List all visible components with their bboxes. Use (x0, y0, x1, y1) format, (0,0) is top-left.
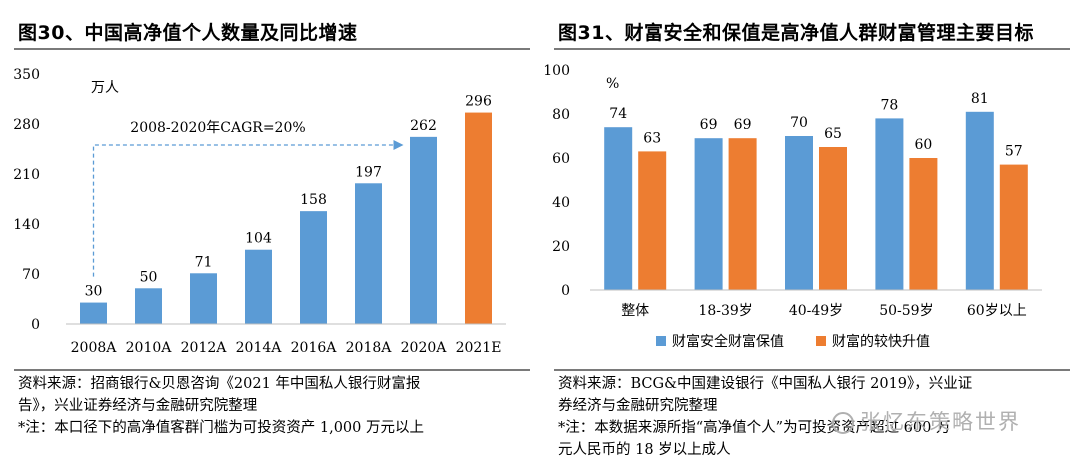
left-bar-value-label-7: 296 (465, 94, 492, 110)
left-y-tick-label-1: 70 (22, 267, 40, 283)
left-cagr-annotation: 2008-2020年CAGR=20% (130, 120, 305, 136)
right-y-tick-label-4: 80 (552, 107, 570, 123)
right-bar-s1-3 (909, 158, 938, 290)
right-y-unit-label: % (606, 76, 619, 92)
right-x-tick-label-2: 40-49岁 (789, 303, 843, 319)
left-x-tick-label-6: 2020A (401, 340, 448, 356)
left-source-line-1: 资料来源：招商银行&贝恩咨询《2021 年中国私人银行财富报 (18, 376, 421, 392)
right-bar-value-label-s0-3: 78 (880, 97, 898, 113)
right-x-tick-label-4: 60岁以上 (967, 303, 1027, 319)
right-bar-value-label-s1-0: 63 (643, 130, 661, 146)
right-y-tick-label-2: 40 (552, 195, 570, 211)
right-bar-s0-3 (875, 118, 904, 291)
right-bar-value-label-s1-2: 65 (824, 126, 842, 142)
right-figure-title: 图31、财富安全和保值是高净值人群财富管理主要目标 (558, 22, 1034, 44)
left-x-tick-label-0: 2008A (71, 340, 118, 356)
right-bar-s1-1 (728, 138, 757, 290)
left-bar-value-label-5: 197 (355, 164, 382, 180)
left-note-line: *注：本口径下的高净值客群门槛为可投资资产 1,000 万元以上 (18, 420, 424, 436)
right-x-tick-label-0: 整体 (621, 303, 649, 319)
left-bar-value-label-4: 158 (300, 192, 327, 208)
left-cagr-arrowhead (393, 140, 404, 150)
left-bar-2012A (190, 273, 217, 324)
right-bar-s0-4 (965, 111, 994, 290)
left-title-rule (14, 48, 530, 50)
right-bar-value-label-s0-0: 74 (609, 106, 627, 122)
right-bar-s0-0 (604, 127, 633, 290)
right-bar-value-label-s0-2: 70 (790, 115, 808, 131)
left-x-tick-label-4: 2016A (291, 340, 338, 356)
left-x-tick-label-2: 2012A (181, 340, 228, 356)
right-legend-swatch-0 (656, 336, 666, 346)
left-source-line-2: 告》，兴业证券经济与金融研究院整理 (18, 398, 258, 414)
left-x-tick-label-1: 2010A (126, 340, 173, 356)
left-x-tick-label-5: 2018A (346, 340, 393, 356)
right-bar-value-label-s0-4: 81 (971, 91, 989, 107)
right-bar-s1-2 (819, 147, 847, 290)
left-bar-2010A (135, 288, 162, 324)
left-bar-2020A (410, 136, 437, 324)
right-figure-panel: 图31、财富安全和保值是高净值人群财富管理主要目标 0 20 40 60 80 100% 7… (540, 0, 1080, 475)
left-y-tick-label-5: 350 (13, 67, 40, 83)
right-bar-value-label-s1-3: 60 (914, 137, 932, 153)
right-y-tick-label-3: 60 (552, 151, 570, 167)
left-figure-title: 图30、中国高净值个人数量及同比增速 (18, 22, 358, 44)
right-bar-s0-2 (785, 136, 813, 290)
right-source-line-1: 资料来源：BCG&中国建设银行《中国私人银行 2019》，兴业证 (558, 376, 973, 392)
left-figure-panel: 图30、中国高净值个人数量及同比增速 0 70 140 210 280 350 万人 2008… (13, 22, 530, 439)
left-bar-chart: 0 70 140 210 280 350 万人 2008-2020年CAGR=20% 30 200… (13, 67, 506, 356)
left-bar-value-label-0: 30 (85, 284, 103, 300)
left-bar-value-label-3: 104 (245, 231, 272, 247)
right-source-line-2: 券经济与金融研究院整理 (558, 398, 718, 414)
left-bar-2018A (355, 183, 382, 324)
right-note-line-2: 元人民币的 18 岁以上成人 (558, 442, 731, 458)
left-bar-2008A (80, 302, 107, 324)
left-bar-2021E (465, 112, 492, 324)
left-source-notes: 资料来源：招商银行&贝恩咨询《2021 年中国私人银行财富报 告》，兴业证券经济… (18, 373, 530, 439)
right-legend-swatch-1 (816, 336, 826, 346)
right-title-rule (554, 48, 1070, 50)
right-y-tick-label-5: 100 (543, 63, 570, 79)
right-x-tick-label-1: 18-39岁 (698, 303, 752, 319)
right-legend-label-0: 财富安全财富保值 (672, 333, 784, 350)
left-y-tick-label-4: 280 (13, 117, 40, 133)
watermark-text: 张忆东策略世界 (860, 410, 1021, 434)
left-bar-value-label-2: 71 (195, 254, 213, 270)
left-bar-2014A (245, 249, 272, 324)
right-bar-s0-1 (694, 138, 723, 290)
left-source-rule (14, 369, 530, 371)
left-y-unit-label: 万人 (91, 80, 119, 96)
right-y-tick-label-0: 0 (561, 283, 570, 299)
right-source-rule (554, 369, 1070, 371)
left-cagr-dashed-line (92, 144, 394, 277)
right-legend-label-1: 财富的较快升值 (832, 333, 930, 350)
left-bar-value-label-1: 50 (140, 269, 158, 285)
left-bar-2016A (300, 211, 327, 324)
left-bar-value-label-6: 262 (410, 118, 437, 134)
right-bar-value-label-s1-1: 69 (734, 117, 752, 133)
right-bar-chart: 0 20 40 60 80 100% 74 63 整体 69 69 18-39岁 70 65 40-49岁 7… (543, 63, 1042, 350)
right-bar-s1-4 (999, 164, 1028, 290)
left-y-tick-label-2: 140 (13, 217, 40, 233)
left-y-tick-label-0: 0 (31, 317, 40, 333)
right-y-tick-label-1: 20 (552, 239, 570, 255)
watermark: 张忆东策略世界 (832, 406, 1021, 436)
wechat-icon (832, 412, 854, 434)
left-x-tick-label-3: 2014A (236, 340, 283, 356)
right-bar-value-label-s0-1: 69 (700, 117, 718, 133)
right-bar-value-label-s1-4: 57 (1005, 144, 1023, 160)
left-x-tick-label-7: 2021E (456, 340, 502, 356)
right-x-tick-label-3: 50-59岁 (879, 303, 933, 319)
right-bar-s1-0 (638, 151, 667, 290)
left-y-tick-label-3: 210 (13, 167, 40, 183)
right-source-notes: 资料来源：BCG&中国建设银行《中国私人银行 2019》，兴业证 券经济与金融研… (558, 373, 1070, 461)
